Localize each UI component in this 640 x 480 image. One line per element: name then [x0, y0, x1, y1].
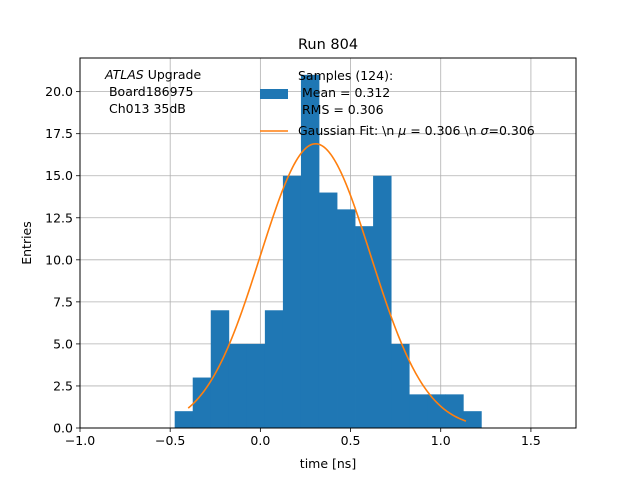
x-axis-label: time [ns] [300, 456, 356, 471]
histogram-bar-9 [337, 209, 356, 428]
legend-fit-mu: μ [397, 123, 406, 138]
histogram-bar-13 [409, 394, 428, 428]
y-axis-label: Entries [19, 221, 34, 265]
legend-fit-end: =0.306 [488, 123, 534, 138]
x-tick-label-4: 1.0 [431, 433, 451, 448]
atlas-annotation: ATLAS Upgrade Board186975 Ch013 35dB [104, 67, 201, 116]
annotation-line-1: ATLAS Upgrade [104, 67, 201, 82]
y-tick-label-6: 15.0 [45, 168, 73, 183]
histogram-bar-1 [192, 377, 212, 428]
legend-hist-label-2: Mean = 0.312 [298, 85, 390, 100]
x-tick-label-1: −0.5 [155, 433, 185, 448]
histogram-bar-0 [174, 411, 194, 428]
histogram-bar-16 [463, 411, 482, 428]
y-tick-label-4: 10.0 [45, 252, 73, 267]
x-tick-label-5: 1.5 [521, 433, 541, 448]
y-tick-label-3: 7.5 [53, 294, 73, 309]
histogram-bar-15 [445, 394, 464, 428]
histogram-bar-10 [355, 226, 374, 428]
histogram-bar-2 [210, 310, 230, 428]
legend: Samples (124): Mean = 0.312 RMS = 0.306 … [260, 68, 535, 138]
x-tick-label-3: 0.5 [341, 433, 361, 448]
histogram-bars [174, 74, 482, 429]
y-axis-ticks: 0.0 2.5 5.0 7.5 10.0 12.5 15.0 17.5 20.0 [45, 84, 80, 436]
histogram-bar-8 [318, 192, 338, 428]
histogram-bar-11 [373, 175, 392, 428]
y-tick-label-5: 12.5 [45, 210, 73, 225]
x-tick-label-0: −1.0 [65, 433, 95, 448]
y-tick-label-0: 0.0 [53, 421, 73, 436]
histogram-bar-7 [300, 74, 320, 429]
y-tick-label-1: 2.5 [53, 378, 73, 393]
annotation-upgrade: Upgrade [144, 67, 202, 82]
annotation-atlas: ATLAS [104, 67, 144, 82]
legend-fit-prefix: Gaussian Fit: \n [298, 123, 398, 138]
gaussian-fit-line [187, 142, 467, 422]
histogram-bar-12 [391, 343, 410, 428]
legend-hist-label-1: Samples (124): [298, 68, 393, 83]
histogram-bar-14 [427, 394, 446, 428]
legend-hist-swatch [260, 89, 288, 99]
histogram-bar-4 [246, 343, 266, 428]
x-axis-ticks: −1.0 −0.5 0.0 0.5 1.0 1.5 [65, 428, 541, 448]
y-tick-label-7: 17.5 [45, 126, 73, 141]
legend-fit-sigma: σ [481, 123, 490, 138]
legend-hist-label-3: RMS = 0.306 [298, 102, 384, 117]
y-tick-label-8: 20.0 [45, 84, 73, 99]
legend-fit-label: Gaussian Fit: \n μ = 0.306 \n σ=0.306 [298, 123, 535, 138]
histogram-bar-3 [228, 343, 248, 428]
chart-title: Run 804 [298, 37, 358, 53]
grid-lines [79, 58, 576, 429]
plot-frame [79, 57, 577, 429]
histogram-bar-6 [282, 175, 302, 428]
annotation-channel: Ch013 35dB [105, 101, 186, 116]
y-tick-label-2: 5.0 [53, 336, 73, 351]
annotation-board: Board186975 [105, 84, 193, 99]
legend-fit-mid: = 0.306 \n [406, 123, 480, 138]
x-tick-label-2: 0.0 [250, 433, 270, 448]
histogram-bar-5 [264, 310, 284, 428]
